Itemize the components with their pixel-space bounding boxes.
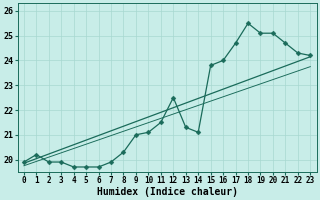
X-axis label: Humidex (Indice chaleur): Humidex (Indice chaleur) (97, 186, 237, 197)
